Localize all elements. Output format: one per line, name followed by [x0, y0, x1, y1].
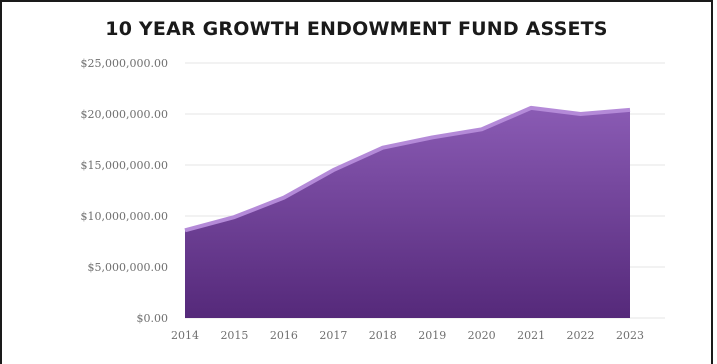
y-tick-label: $5,000,000.00: [88, 261, 168, 274]
x-tick-label: 2020: [468, 329, 496, 342]
x-axis-ticks: 2014 2015 2016 2017 2018 2019 2020 2021 2022 2023: [171, 329, 644, 342]
x-tick-label: 2017: [319, 329, 347, 342]
y-tick-label: $20,000,000.00: [81, 108, 168, 121]
area-fill: [185, 107, 630, 318]
x-tick-label: 2018: [369, 329, 397, 342]
area-series: [184, 105, 631, 318]
x-tick-label: 2016: [270, 329, 298, 342]
x-tick-label: 2019: [418, 329, 446, 342]
x-tick-label: 2014: [171, 329, 199, 342]
y-tick-label: $0.00: [137, 312, 169, 325]
y-axis-ticks: $0.00 $5,000,000.00 $10,000,000.00 $15,000,…: [81, 57, 168, 325]
y-tick-label: $25,000,000.00: [81, 57, 168, 70]
chart-title: 10 YEAR GROWTH ENDOWMENT FUND ASSETS: [105, 18, 608, 40]
x-tick-label: 2023: [616, 329, 644, 342]
x-tick-label: 2021: [517, 329, 545, 342]
area-top-edge: [184, 105, 631, 233]
y-tick-label: $15,000,000.00: [81, 159, 168, 172]
x-tick-label: 2015: [220, 329, 248, 342]
y-tick-label: $10,000,000.00: [81, 210, 168, 223]
x-tick-label: 2022: [567, 329, 595, 342]
